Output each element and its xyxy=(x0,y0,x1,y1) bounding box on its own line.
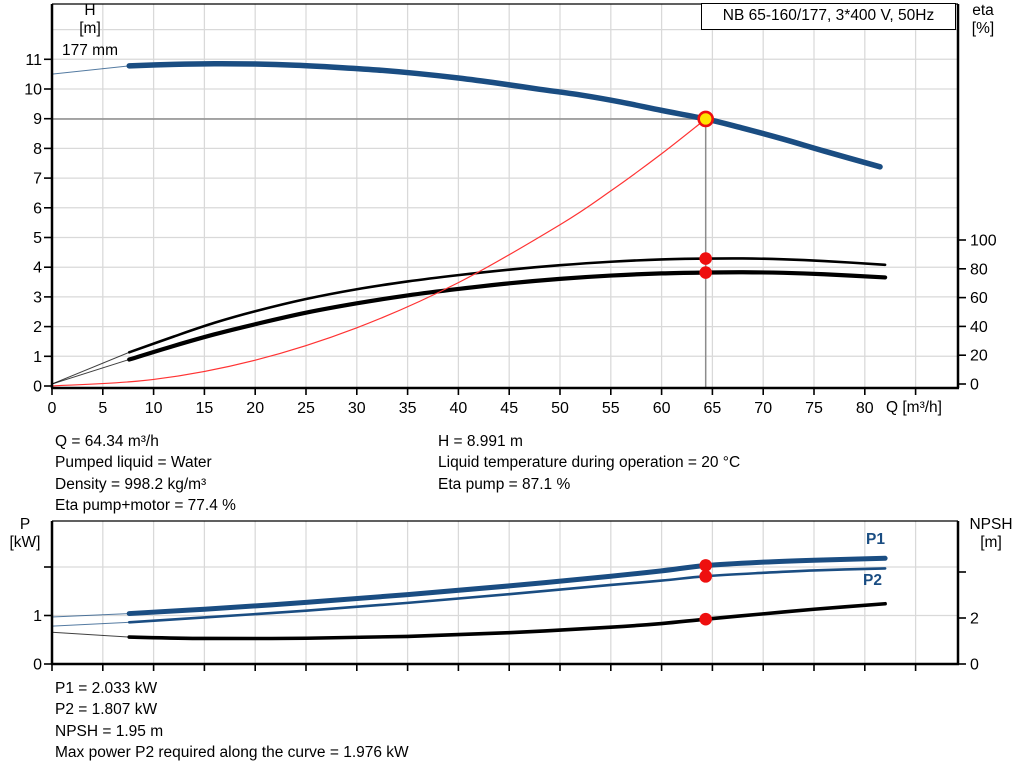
tick-label-right: 0 xyxy=(970,377,979,394)
duty-point xyxy=(697,110,714,128)
p1-curve-label: P1 xyxy=(866,531,885,548)
eta-pump-motor-point xyxy=(699,266,712,279)
eta-pump-motor-curve-lead xyxy=(51,359,130,385)
head-curve-177mm xyxy=(126,60,883,170)
tick-label-bottom: 70 xyxy=(754,400,772,417)
eta-pump-curve xyxy=(127,257,887,354)
tick-label-left: 8 xyxy=(33,141,42,158)
eta-axis-symbol: eta xyxy=(972,2,994,19)
npsh-point xyxy=(699,612,712,626)
system-curve xyxy=(51,118,707,387)
npsh-axis-symbol: NPSH xyxy=(969,516,1013,533)
tick-label-left: 9 xyxy=(33,111,42,128)
head-curve-177mm-lead xyxy=(51,65,130,75)
readout-npsh: NPSH = 1.95 m xyxy=(55,722,164,740)
tick-label-left: 1 xyxy=(33,349,42,366)
tick-label-bottom: 50 xyxy=(551,400,569,417)
duty-readout-left: Q = 64.34 m³/h Pumped liquid = Water Den… xyxy=(55,431,236,516)
h-axis-symbol: H xyxy=(84,2,96,19)
p2-curve-lead xyxy=(51,621,130,627)
tick-label-left: 10 xyxy=(24,82,42,99)
h-axis-unit: [m] xyxy=(79,20,101,37)
tick-label-bottom: 0 xyxy=(48,400,57,417)
p2-curve xyxy=(127,567,887,624)
tick-label-bottom: 10 xyxy=(145,400,163,417)
readout-h: H = 8.991 m xyxy=(438,433,523,450)
tick-label-bottom: 80 xyxy=(856,400,874,417)
tick-label-left: 2 xyxy=(33,319,42,336)
tick-label-right: 40 xyxy=(970,319,988,336)
p-axis-unit: [kW] xyxy=(9,534,41,551)
tick-label-bottom: 30 xyxy=(348,400,366,417)
tick-label-left: 4 xyxy=(33,260,42,277)
readout-p2: P2 = 1.807 kW xyxy=(55,701,158,719)
tick-label-right: 0 xyxy=(970,657,979,674)
readout-eta-pump: Eta pump = 87.1 % xyxy=(438,475,571,493)
tick-label-right: 80 xyxy=(970,261,988,278)
tick-label-bottom: 5 xyxy=(98,400,107,417)
power-readout: P1 = 2.033 kW P2 = 1.807 kW NPSH = 1.95 … xyxy=(55,678,409,763)
eta-pump-motor-curve xyxy=(127,270,888,362)
readout-eta-pump-motor: Eta pump+motor = 77.4 % xyxy=(55,496,236,514)
readout-density: Density = 998.2 kg/m³ xyxy=(55,475,207,493)
tick-label-right: 20 xyxy=(970,348,988,365)
npsh-axis-title: NPSH [m] xyxy=(962,516,1020,552)
p-axis-symbol: P xyxy=(19,516,31,533)
tick-label-bottom: 65 xyxy=(704,400,722,417)
npsh-axis-unit: [m] xyxy=(980,534,1002,551)
readout-q: Q = 64.34 m³/h xyxy=(55,433,159,450)
readout-temperature: Liquid temperature during operation = 20… xyxy=(438,454,741,472)
impeller-diameter-label: 177 mm xyxy=(62,42,118,59)
tick-label-bottom: 35 xyxy=(399,400,417,417)
tick-label-left: 7 xyxy=(33,171,42,188)
readout-p1: P1 = 2.033 kW xyxy=(55,680,158,697)
tick-label-left: 11 xyxy=(25,52,42,69)
eta-pump-point xyxy=(699,252,712,265)
tick-label-right: 100 xyxy=(970,233,997,250)
tick-label-bottom: 25 xyxy=(297,400,315,417)
eta-axis-title: eta [%] xyxy=(960,2,1006,38)
tick-label-right: 2 xyxy=(970,611,979,628)
tick-label-left: 3 xyxy=(33,289,42,306)
h-axis-title: H [m] xyxy=(68,2,112,38)
p2-curve-label: P2 xyxy=(863,572,882,589)
tick-label-left: 1 xyxy=(33,608,42,625)
tick-label-bottom: 75 xyxy=(805,400,823,417)
eta-axis-unit: [%] xyxy=(971,20,995,37)
p-axis-title: P [kW] xyxy=(2,516,48,552)
readout-max-p2: Max power P2 required along the curve = … xyxy=(55,743,409,761)
eta-pump-curve-lead xyxy=(51,351,130,385)
tick-label-bottom: 20 xyxy=(246,400,264,417)
p1-curve xyxy=(126,555,888,617)
tick-label-bottom: 60 xyxy=(653,400,671,417)
tick-label-bottom: 55 xyxy=(602,400,620,417)
tick-label-left: 5 xyxy=(33,230,42,247)
npsh-curve xyxy=(127,601,887,641)
duty-readout-right: H = 8.991 m Liquid temperature during op… xyxy=(438,431,740,495)
tick-label-bottom: 45 xyxy=(500,400,518,417)
p2-point xyxy=(699,570,712,583)
tick-label-left: 0 xyxy=(33,379,42,396)
tick-label-left: 6 xyxy=(33,200,42,217)
readout-liquid: Pumped liquid = Water xyxy=(55,454,212,472)
p1-curve-lead xyxy=(51,613,130,618)
tick-label-left: 0 xyxy=(33,657,42,674)
q-axis-title: Q [m³/h] xyxy=(886,399,942,416)
p1-point xyxy=(699,559,712,572)
pump-title-box: NB 65-160/177, 3*400 V, 50Hz xyxy=(701,3,956,30)
tick-label-right: 60 xyxy=(970,290,988,307)
tick-label-bottom: 40 xyxy=(450,400,468,417)
npsh-curve-lead xyxy=(51,631,130,638)
tick-label-bottom: 15 xyxy=(196,400,214,417)
